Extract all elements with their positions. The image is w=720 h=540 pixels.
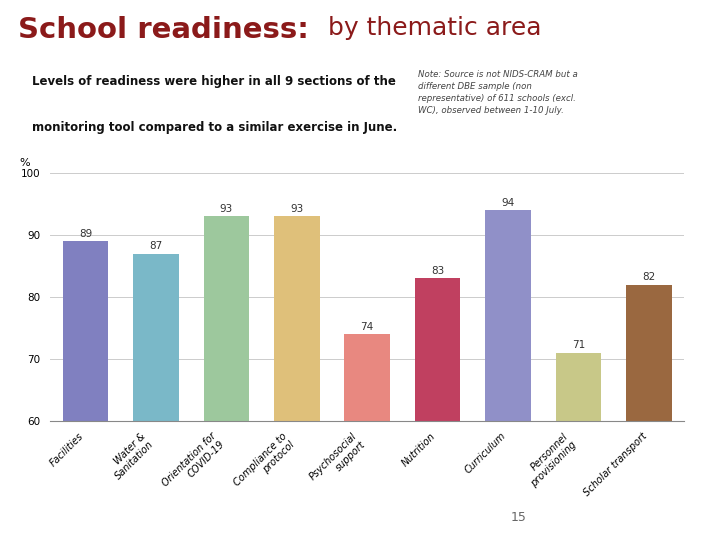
Text: School readiness:: School readiness: [18,16,309,44]
Text: 87: 87 [149,241,163,251]
Bar [63,241,109,540]
Text: Note: Source is not NIDS-CRAM but a
different DBE sample (non
representative) of: Note: Source is not NIDS-CRAM but a diff… [418,70,577,114]
Text: 71: 71 [572,340,585,350]
Text: by thematic area: by thematic area [320,16,542,40]
Text: Levels of readiness were higher in all 9 sections of the: Levels of readiness were higher in all 9… [32,75,395,88]
Y-axis label: %: % [19,158,30,168]
Text: 83: 83 [431,266,444,276]
Text: 89: 89 [79,228,92,239]
Bar [344,334,390,540]
Text: 74: 74 [361,322,374,332]
Bar [274,216,320,540]
Bar [415,278,461,540]
Text: monitoring tool compared to a similar exercise in June.: monitoring tool compared to a similar ex… [32,120,397,134]
Text: 93: 93 [290,204,303,214]
Text: 93: 93 [220,204,233,214]
Bar [204,216,249,540]
Bar [485,210,531,540]
Bar [556,353,601,540]
Bar [626,285,672,540]
Text: 15: 15 [510,511,526,524]
Text: 94: 94 [501,198,515,207]
Text: 82: 82 [642,272,655,282]
Bar [133,253,179,540]
